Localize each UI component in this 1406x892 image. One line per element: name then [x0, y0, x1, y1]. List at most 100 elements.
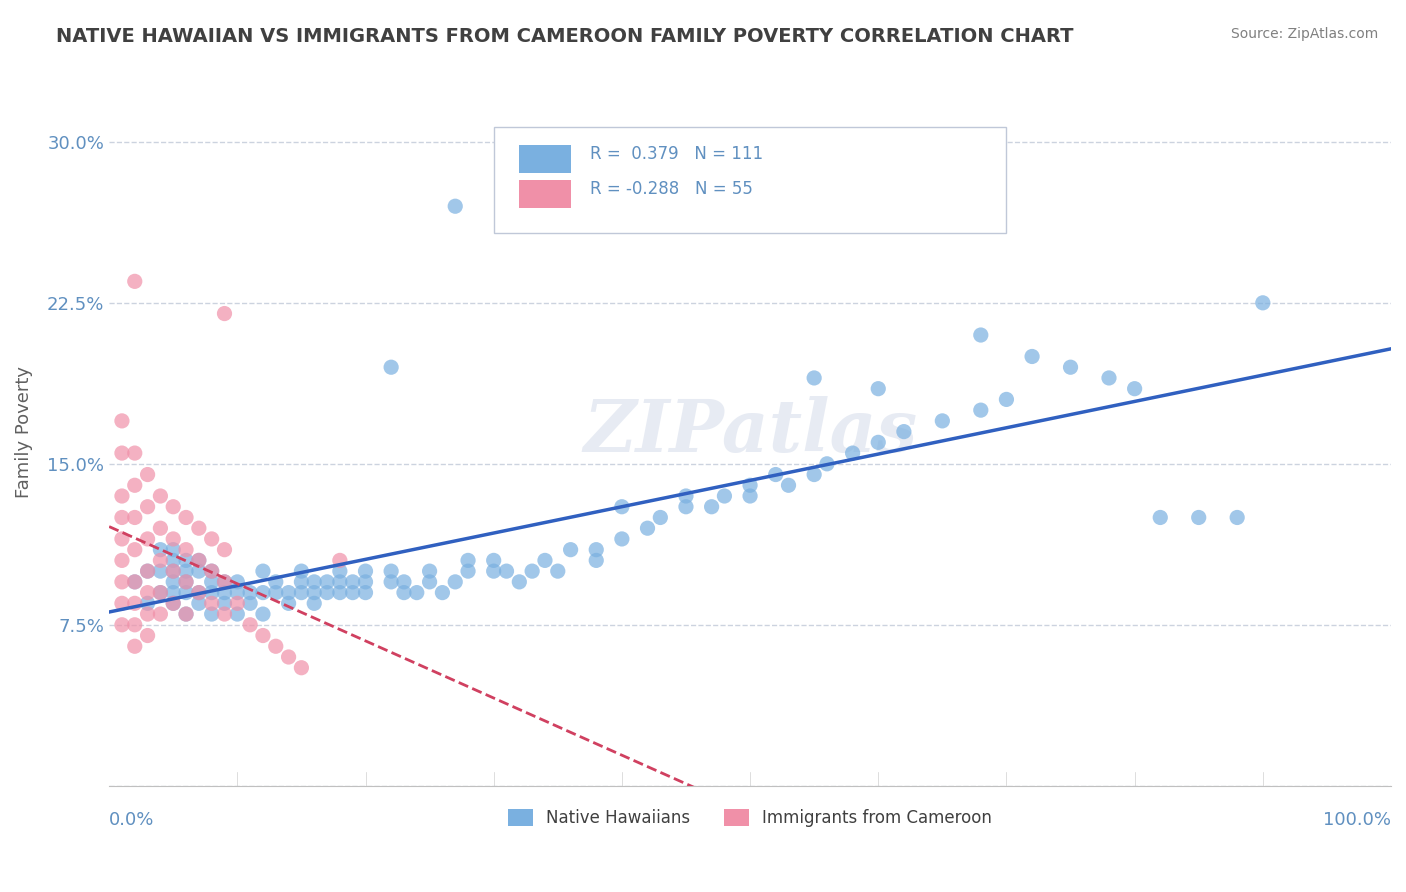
Point — [149, 521, 172, 535]
Point — [174, 574, 197, 589]
Point — [201, 532, 224, 546]
Point — [700, 500, 723, 514]
Point — [444, 199, 467, 213]
Point — [970, 403, 993, 417]
Point — [547, 564, 569, 578]
Point — [1021, 350, 1043, 364]
Point — [226, 607, 249, 621]
Point — [136, 564, 159, 578]
Point — [264, 585, 287, 599]
Point — [201, 596, 224, 610]
Point — [970, 328, 993, 343]
Point — [149, 489, 172, 503]
Point — [214, 585, 236, 599]
Point — [520, 564, 543, 578]
Point — [214, 596, 236, 610]
Text: NATIVE HAWAIIAN VS IMMIGRANTS FROM CAMEROON FAMILY POVERTY CORRELATION CHART: NATIVE HAWAIIAN VS IMMIGRANTS FROM CAMER… — [56, 27, 1074, 45]
Point — [162, 564, 184, 578]
Point — [316, 574, 339, 589]
Point — [1149, 510, 1171, 524]
Point — [187, 585, 209, 599]
Point — [457, 553, 479, 567]
Point — [149, 542, 172, 557]
Point — [252, 607, 274, 621]
Point — [136, 628, 159, 642]
Point — [136, 500, 159, 514]
Text: R =  0.379   N = 111: R = 0.379 N = 111 — [591, 145, 763, 163]
Point — [149, 607, 172, 621]
Point — [329, 553, 352, 567]
Point — [893, 425, 915, 439]
Point — [124, 617, 146, 632]
Point — [149, 553, 172, 567]
Point — [174, 607, 197, 621]
Point — [174, 553, 197, 567]
Point — [405, 585, 427, 599]
Point — [354, 564, 377, 578]
Point — [162, 596, 184, 610]
Point — [252, 564, 274, 578]
Point — [1098, 371, 1121, 385]
Point — [585, 542, 607, 557]
Point — [392, 574, 415, 589]
Point — [187, 553, 209, 567]
Text: R = -0.288   N = 55: R = -0.288 N = 55 — [591, 180, 752, 198]
Point — [201, 564, 224, 578]
Point — [1226, 510, 1249, 524]
Point — [868, 382, 890, 396]
Point — [124, 542, 146, 557]
Point — [560, 542, 582, 557]
Y-axis label: Family Poverty: Family Poverty — [15, 366, 32, 498]
Point — [675, 500, 697, 514]
Point — [149, 585, 172, 599]
Point — [738, 489, 761, 503]
Point — [187, 553, 209, 567]
Point — [111, 553, 134, 567]
Point — [713, 489, 735, 503]
Point — [226, 585, 249, 599]
Point — [174, 585, 197, 599]
Point — [290, 661, 312, 675]
Point — [136, 585, 159, 599]
Point — [931, 414, 953, 428]
Point — [162, 542, 184, 557]
Point — [162, 596, 184, 610]
Point — [111, 510, 134, 524]
Point — [124, 596, 146, 610]
Point — [1251, 295, 1274, 310]
Point — [214, 607, 236, 621]
Point — [162, 574, 184, 589]
Point — [124, 446, 146, 460]
Point — [187, 521, 209, 535]
Point — [290, 574, 312, 589]
Point — [482, 564, 505, 578]
Text: ZIPatlas: ZIPatlas — [583, 396, 917, 467]
Text: Source: ZipAtlas.com: Source: ZipAtlas.com — [1230, 27, 1378, 41]
Point — [174, 607, 197, 621]
Point — [380, 360, 402, 375]
Point — [1059, 360, 1081, 375]
Point — [124, 478, 146, 492]
Point — [174, 574, 197, 589]
Point — [765, 467, 787, 482]
Point — [201, 564, 224, 578]
Point — [534, 553, 557, 567]
Point — [124, 510, 146, 524]
Point — [136, 532, 159, 546]
Point — [187, 585, 209, 599]
Point — [124, 574, 146, 589]
Point — [239, 617, 262, 632]
Legend: Native Hawaiians, Immigrants from Cameroon: Native Hawaiians, Immigrants from Camero… — [502, 803, 998, 834]
Point — [162, 500, 184, 514]
Point — [803, 371, 825, 385]
Point — [868, 435, 890, 450]
Point — [252, 585, 274, 599]
Point — [201, 607, 224, 621]
Point — [214, 574, 236, 589]
Point — [111, 532, 134, 546]
Point — [162, 553, 184, 567]
Point — [149, 564, 172, 578]
Point — [738, 167, 761, 181]
Point — [124, 574, 146, 589]
Point — [226, 596, 249, 610]
